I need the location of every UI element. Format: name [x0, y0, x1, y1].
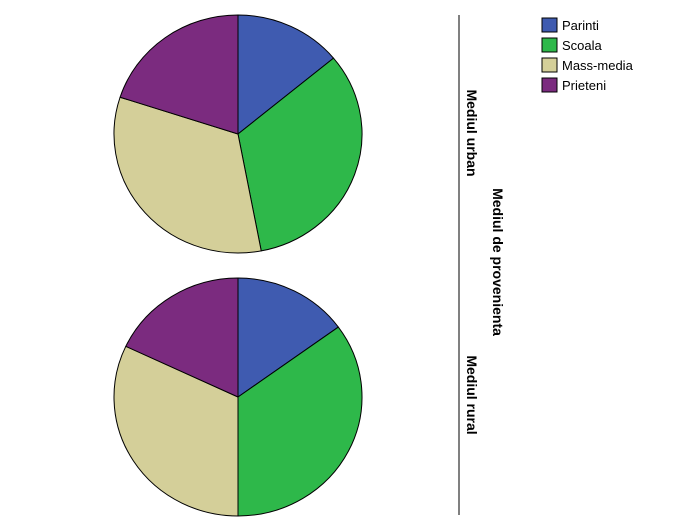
- pie-slice-urban-mass-media: [113, 96, 262, 254]
- facet-title: Mediul de provenienta: [490, 188, 506, 336]
- pie-slice-urban-parinti: [237, 14, 335, 135]
- pie-slice-rural-scoala: [237, 326, 363, 517]
- pie-slice-urban-scoala: [237, 57, 363, 252]
- pie-slice-rural-prieteni: [125, 277, 239, 398]
- legend-label-prieteni: Prieteni: [562, 78, 606, 93]
- legend-swatch-prieteni: [541, 77, 558, 93]
- legend-label-parinti: Parinti: [562, 18, 599, 33]
- legend-swatch-parinti: [541, 17, 558, 33]
- panel-label-rural: Mediul rural: [464, 355, 480, 434]
- pie-slice-urban-prieteni: [119, 14, 239, 135]
- pie-slice-rural-mass-media: [113, 345, 239, 517]
- legend-label-scoala: Scoala: [562, 38, 603, 53]
- legend: Parinti Scoala Mass-media Prieteni: [541, 17, 634, 93]
- pie-panel-rural: [113, 277, 363, 517]
- legend-label-mass-media: Mass-media: [562, 58, 634, 73]
- panel-label-urban: Mediul urban: [464, 89, 480, 176]
- legend-swatch-scoala: [541, 37, 558, 53]
- pie-slice-rural-parinti: [237, 277, 339, 398]
- pie-panel-urban: [113, 14, 363, 254]
- legend-swatch-mass-media: [541, 57, 558, 73]
